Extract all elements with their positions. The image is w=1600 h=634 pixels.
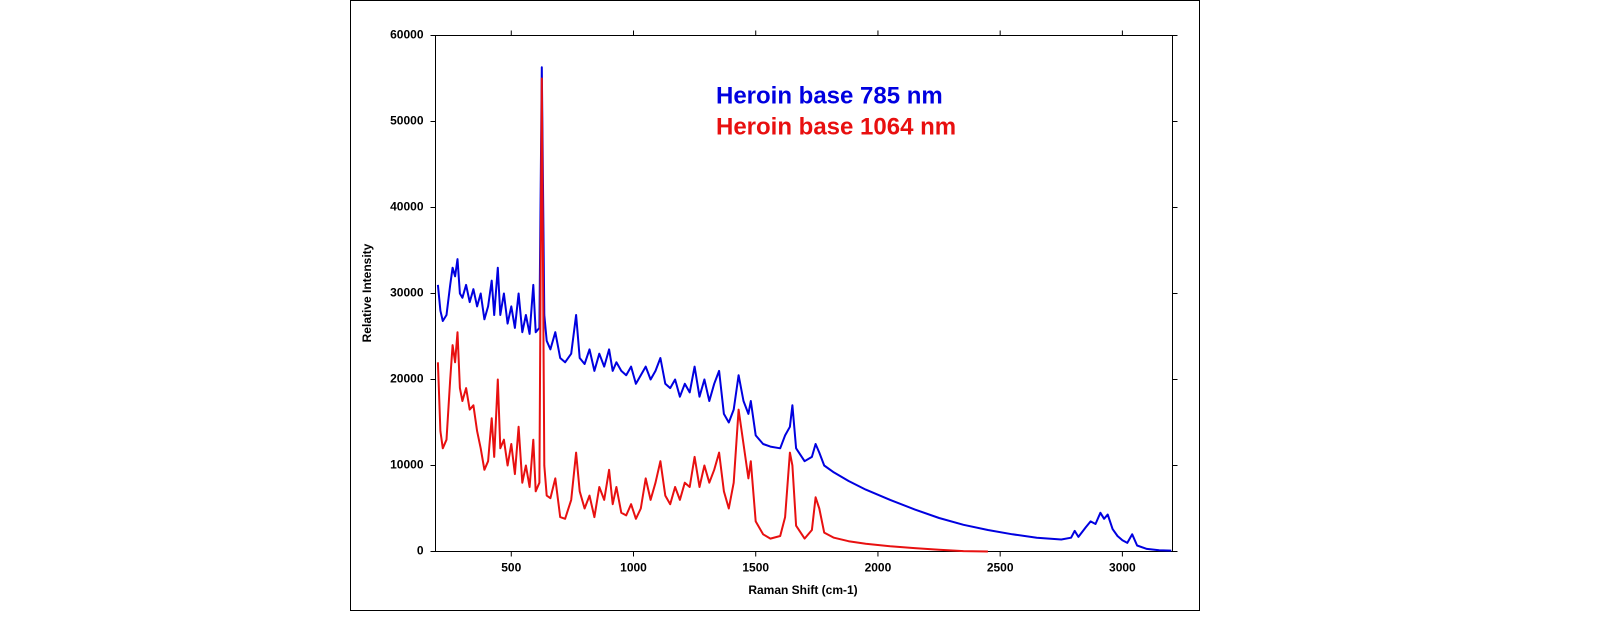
frame bbox=[350, 0, 1200, 611]
y-tick-label: 30000 bbox=[390, 286, 424, 300]
x-tick-label: 2500 bbox=[987, 561, 1014, 575]
x-tick-label: 1500 bbox=[742, 561, 769, 575]
y-tick-label: 40000 bbox=[390, 200, 424, 214]
x-tick-label: 3000 bbox=[1109, 561, 1136, 575]
x-axis-title: Raman Shift (cm-1) bbox=[748, 583, 857, 597]
series-line bbox=[436, 77, 988, 553]
legend-label: Heroin base 785 nm bbox=[716, 82, 943, 109]
legend-label: Heroin base 1064 nm bbox=[716, 113, 956, 140]
y-tick-label: 0 bbox=[417, 544, 424, 558]
y-tick-label: 50000 bbox=[390, 114, 424, 128]
y-tick-label: 10000 bbox=[390, 458, 424, 472]
y-tick-label: 20000 bbox=[390, 372, 424, 386]
x-tick-label: 1000 bbox=[620, 561, 647, 575]
y-axis-title: Relative Intensity bbox=[360, 243, 374, 342]
y-tick-label: 60000 bbox=[390, 28, 424, 42]
series-line bbox=[436, 66, 1172, 552]
x-tick-label: 500 bbox=[501, 561, 521, 575]
x-tick-label: 2000 bbox=[865, 561, 892, 575]
